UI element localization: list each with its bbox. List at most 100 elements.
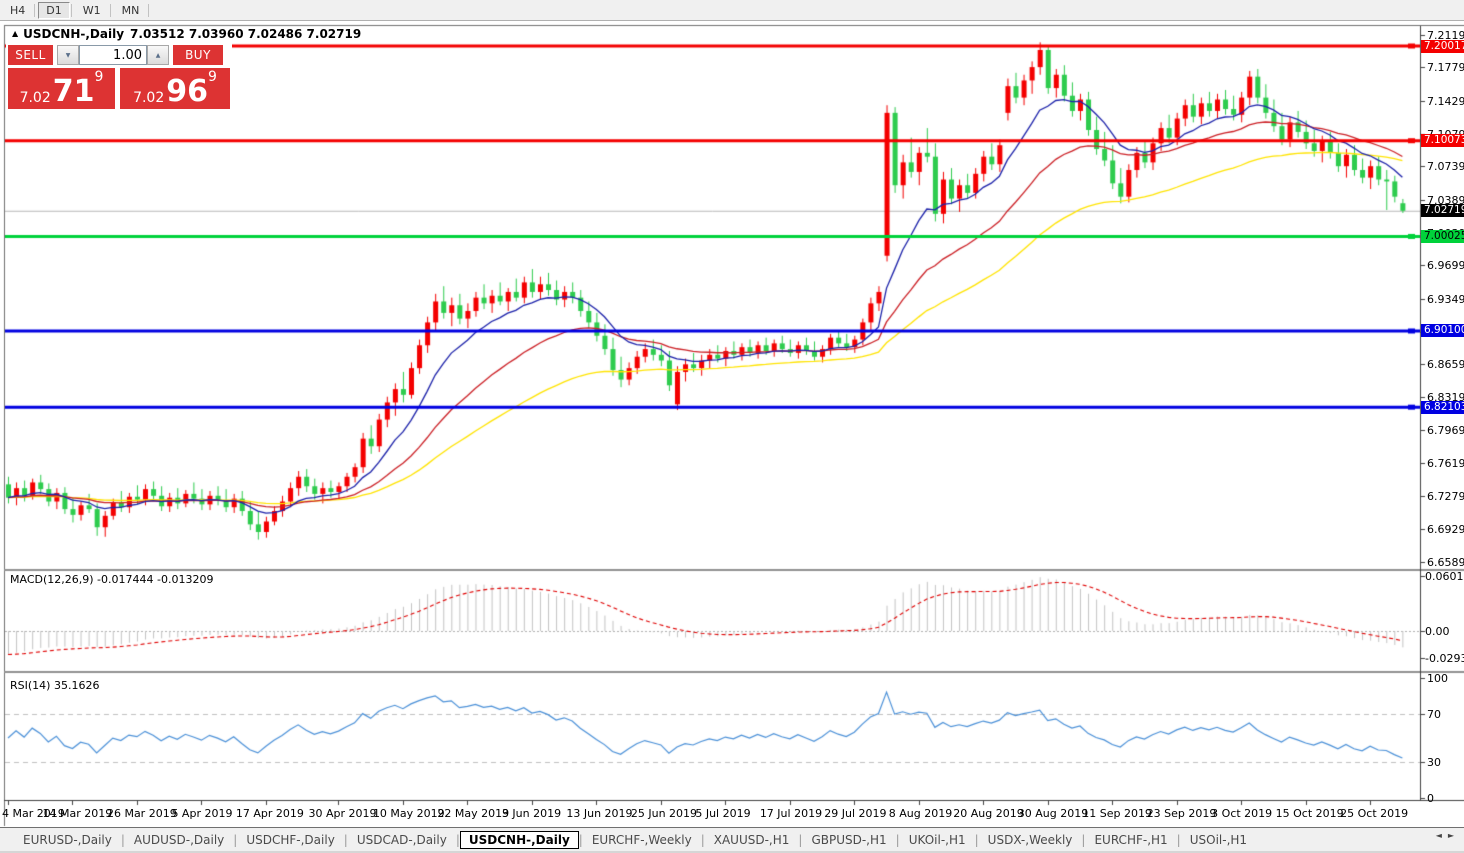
volume-decrease-button[interactable]: ▼ <box>57 45 79 65</box>
date-axis-tick: 13 Jun 2019 <box>566 807 633 820</box>
date-axis-tick: 25 Oct 2019 <box>1340 807 1409 820</box>
date-axis-tick: 3 Jun 2019 <box>501 807 562 820</box>
date-axis-tick: 5 Apr 2019 <box>171 807 233 820</box>
symbol-tab-ukoil-h1[interactable]: UKOil-,H1 <box>908 833 966 847</box>
window-bottom-strip <box>0 851 1464 853</box>
date-axis-tick: 3 Oct 2019 <box>1211 807 1273 820</box>
date-axis-tick: 10 May 2019 <box>372 807 445 820</box>
price-axis-tick: 7.14290 <box>1427 94 1464 108</box>
price-axis-tick: 7.07390 <box>1427 160 1464 174</box>
date-axis-tick: 30 Apr 2019 <box>308 807 377 820</box>
date-axis-tick: 5 Jul 2019 <box>695 807 751 820</box>
price-axis-tick: 6.96990 <box>1427 259 1464 273</box>
sell-price-box[interactable]: 7.02 71 9 <box>8 68 115 109</box>
tab-separator: | <box>120 833 125 847</box>
buy-price-small: 7.02 <box>133 90 165 106</box>
symbol-tab-usoil-h1[interactable]: USOil-,H1 <box>1189 833 1248 847</box>
price-axis-tick: 6.83190 <box>1427 390 1464 404</box>
buy-price-sup: 9 <box>208 69 217 85</box>
toolbar-separator <box>148 3 150 17</box>
tab-scroll-arrows[interactable]: ◄► <box>1436 831 1460 840</box>
rsi-indicator-label: RSI(14) 35.1626 <box>10 679 100 692</box>
symbol-period-label: USDCNH-,Daily <box>23 27 125 41</box>
toolbar-separator <box>34 3 36 17</box>
date-axis-tick: 14 Mar 2019 <box>42 807 113 820</box>
sell-price-big: 71 <box>52 74 95 109</box>
tab-separator: | <box>700 833 705 847</box>
timeframe-tab-d1[interactable]: D1 <box>38 1 70 19</box>
date-axis-tick: 17 Jul 2019 <box>759 807 823 820</box>
tab-separator: | <box>798 833 803 847</box>
date-axis-tick: 23 Sep 2019 <box>1146 807 1217 820</box>
buy-price-big: 96 <box>166 74 208 109</box>
macd-indicator-label: MACD(12,26,9) -0.017444 -0.013209 <box>10 573 214 586</box>
macd-axis-tick: -0.029378 <box>1425 651 1464 665</box>
sell-price-small: 7.02 <box>19 90 51 106</box>
date-axis-tick: 11 Sep 2019 <box>1082 807 1152 820</box>
symbol-tab-usdx-weekly[interactable]: USDX-,Weekly <box>987 833 1073 847</box>
sell-button[interactable]: SELL <box>8 45 53 65</box>
collapse-triangle-icon[interactable]: ▲ <box>12 29 19 38</box>
tab-separator: | <box>974 833 979 847</box>
tab-separator: | <box>895 833 900 847</box>
timeframe-toolbar: H4 D1 W1 MN <box>0 0 1464 21</box>
rsi-axis-tick: 0 <box>1427 792 1434 805</box>
volume-input[interactable] <box>79 45 147 65</box>
price-tag-7.10073: 7.10073 <box>1421 134 1464 148</box>
date-axis-tick: 22 May 2019 <box>437 807 510 820</box>
chart-header: ▲ USDCNH-,Daily 7.03512 7.03960 7.02486 7.… <box>12 27 361 41</box>
price-axis-tick: 6.93490 <box>1427 292 1464 306</box>
date-axis-tick: 25 Jun 2019 <box>630 807 698 820</box>
one-click-trading-panel: SELL ▼ ▲ BUY 7.02 71 9 7.02 96 9 <box>6 43 232 111</box>
symbol-tab-usdcad-daily[interactable]: USDCAD-,Daily <box>356 833 447 847</box>
price-tag-6.82103: 6.82103 <box>1421 400 1464 414</box>
rsi-axis-tick: 30 <box>1427 756 1441 769</box>
macd-axis-tick: 0.060161 <box>1425 569 1464 583</box>
symbol-tab-bar: EURUSD-,Daily | AUDUSD-,Daily | USDCHF-,Dail… <box>0 827 1464 852</box>
toolbar-separator <box>109 3 111 17</box>
symbol-tab-gbpusd-h1[interactable]: GBPUSD-,H1 <box>811 833 887 847</box>
date-axis-tick: 15 Oct 2019 <box>1275 807 1344 820</box>
buy-price-box[interactable]: 7.02 96 9 <box>120 68 230 109</box>
symbol-tab-usdchf-daily[interactable]: USDCHF-,Daily <box>246 833 335 847</box>
date-axis-tick: 29 Jul 2019 <box>824 807 887 820</box>
symbol-tab-eurchf-weekly[interactable]: EURCHF-,Weekly <box>591 833 692 847</box>
price-axis-tick: 6.69290 <box>1427 523 1464 537</box>
macd-axis-tick: 0.00 <box>1425 625 1450 638</box>
date-axis-tick: 4 Mar 2019 <box>2 807 65 820</box>
ohlc-values: 7.03512 7.03960 7.02486 7.02719 <box>130 27 362 41</box>
symbol-tab-audusd-daily[interactable]: AUDUSD-,Daily <box>133 833 225 847</box>
symbol-tab-eurusd-daily[interactable]: EURUSD-,Daily <box>23 833 112 847</box>
sell-price-sup: 9 <box>94 69 104 85</box>
timeframe-tab-mn[interactable]: MN <box>121 3 140 17</box>
date-axis-tick: 20 Aug 2019 <box>953 807 1024 820</box>
price-axis-tick: 6.76190 <box>1427 457 1464 471</box>
toolbar-separator <box>70 3 72 17</box>
price-tag-7.00025: 7.00025 <box>1421 229 1464 243</box>
date-axis-tick: 17 Apr 2019 <box>235 807 304 820</box>
tab-scroll-left-icon: ◄ <box>1435 831 1448 840</box>
tab-separator: | <box>1176 833 1181 847</box>
timeframe-tab-h4[interactable]: H4 <box>10 3 26 17</box>
symbol-tab-usdcnh-daily[interactable]: USDCNH-,Daily <box>459 831 579 849</box>
tab-separator: | <box>578 833 583 847</box>
price-tag-7.20017: 7.20017 <box>1421 39 1464 53</box>
price-tag-6.90100: 6.90100 <box>1421 324 1464 338</box>
tab-separator: | <box>1081 833 1086 847</box>
tab-separator: | <box>455 833 460 847</box>
date-axis-tick: 8 Aug 2019 <box>888 807 953 820</box>
price-axis-tick: 6.79690 <box>1427 424 1464 438</box>
symbol-tab-xauusd-h1[interactable]: XAUUSD-,H1 <box>713 833 790 847</box>
rsi-axis-tick: 70 <box>1427 708 1441 721</box>
price-axis-tick: 6.86590 <box>1427 358 1464 372</box>
price-axis-tick: 7.03890 <box>1427 193 1464 207</box>
price-axis-tick: 6.72790 <box>1427 489 1464 503</box>
timeframe-tab-w1[interactable]: W1 <box>82 3 101 17</box>
buy-button[interactable]: BUY <box>173 45 223 65</box>
volume-increase-button[interactable]: ▲ <box>147 45 169 65</box>
date-axis-tick: 26 Mar 2019 <box>106 807 177 820</box>
symbol-tab-eurchf-h1[interactable]: EURCHF-,H1 <box>1094 833 1168 847</box>
